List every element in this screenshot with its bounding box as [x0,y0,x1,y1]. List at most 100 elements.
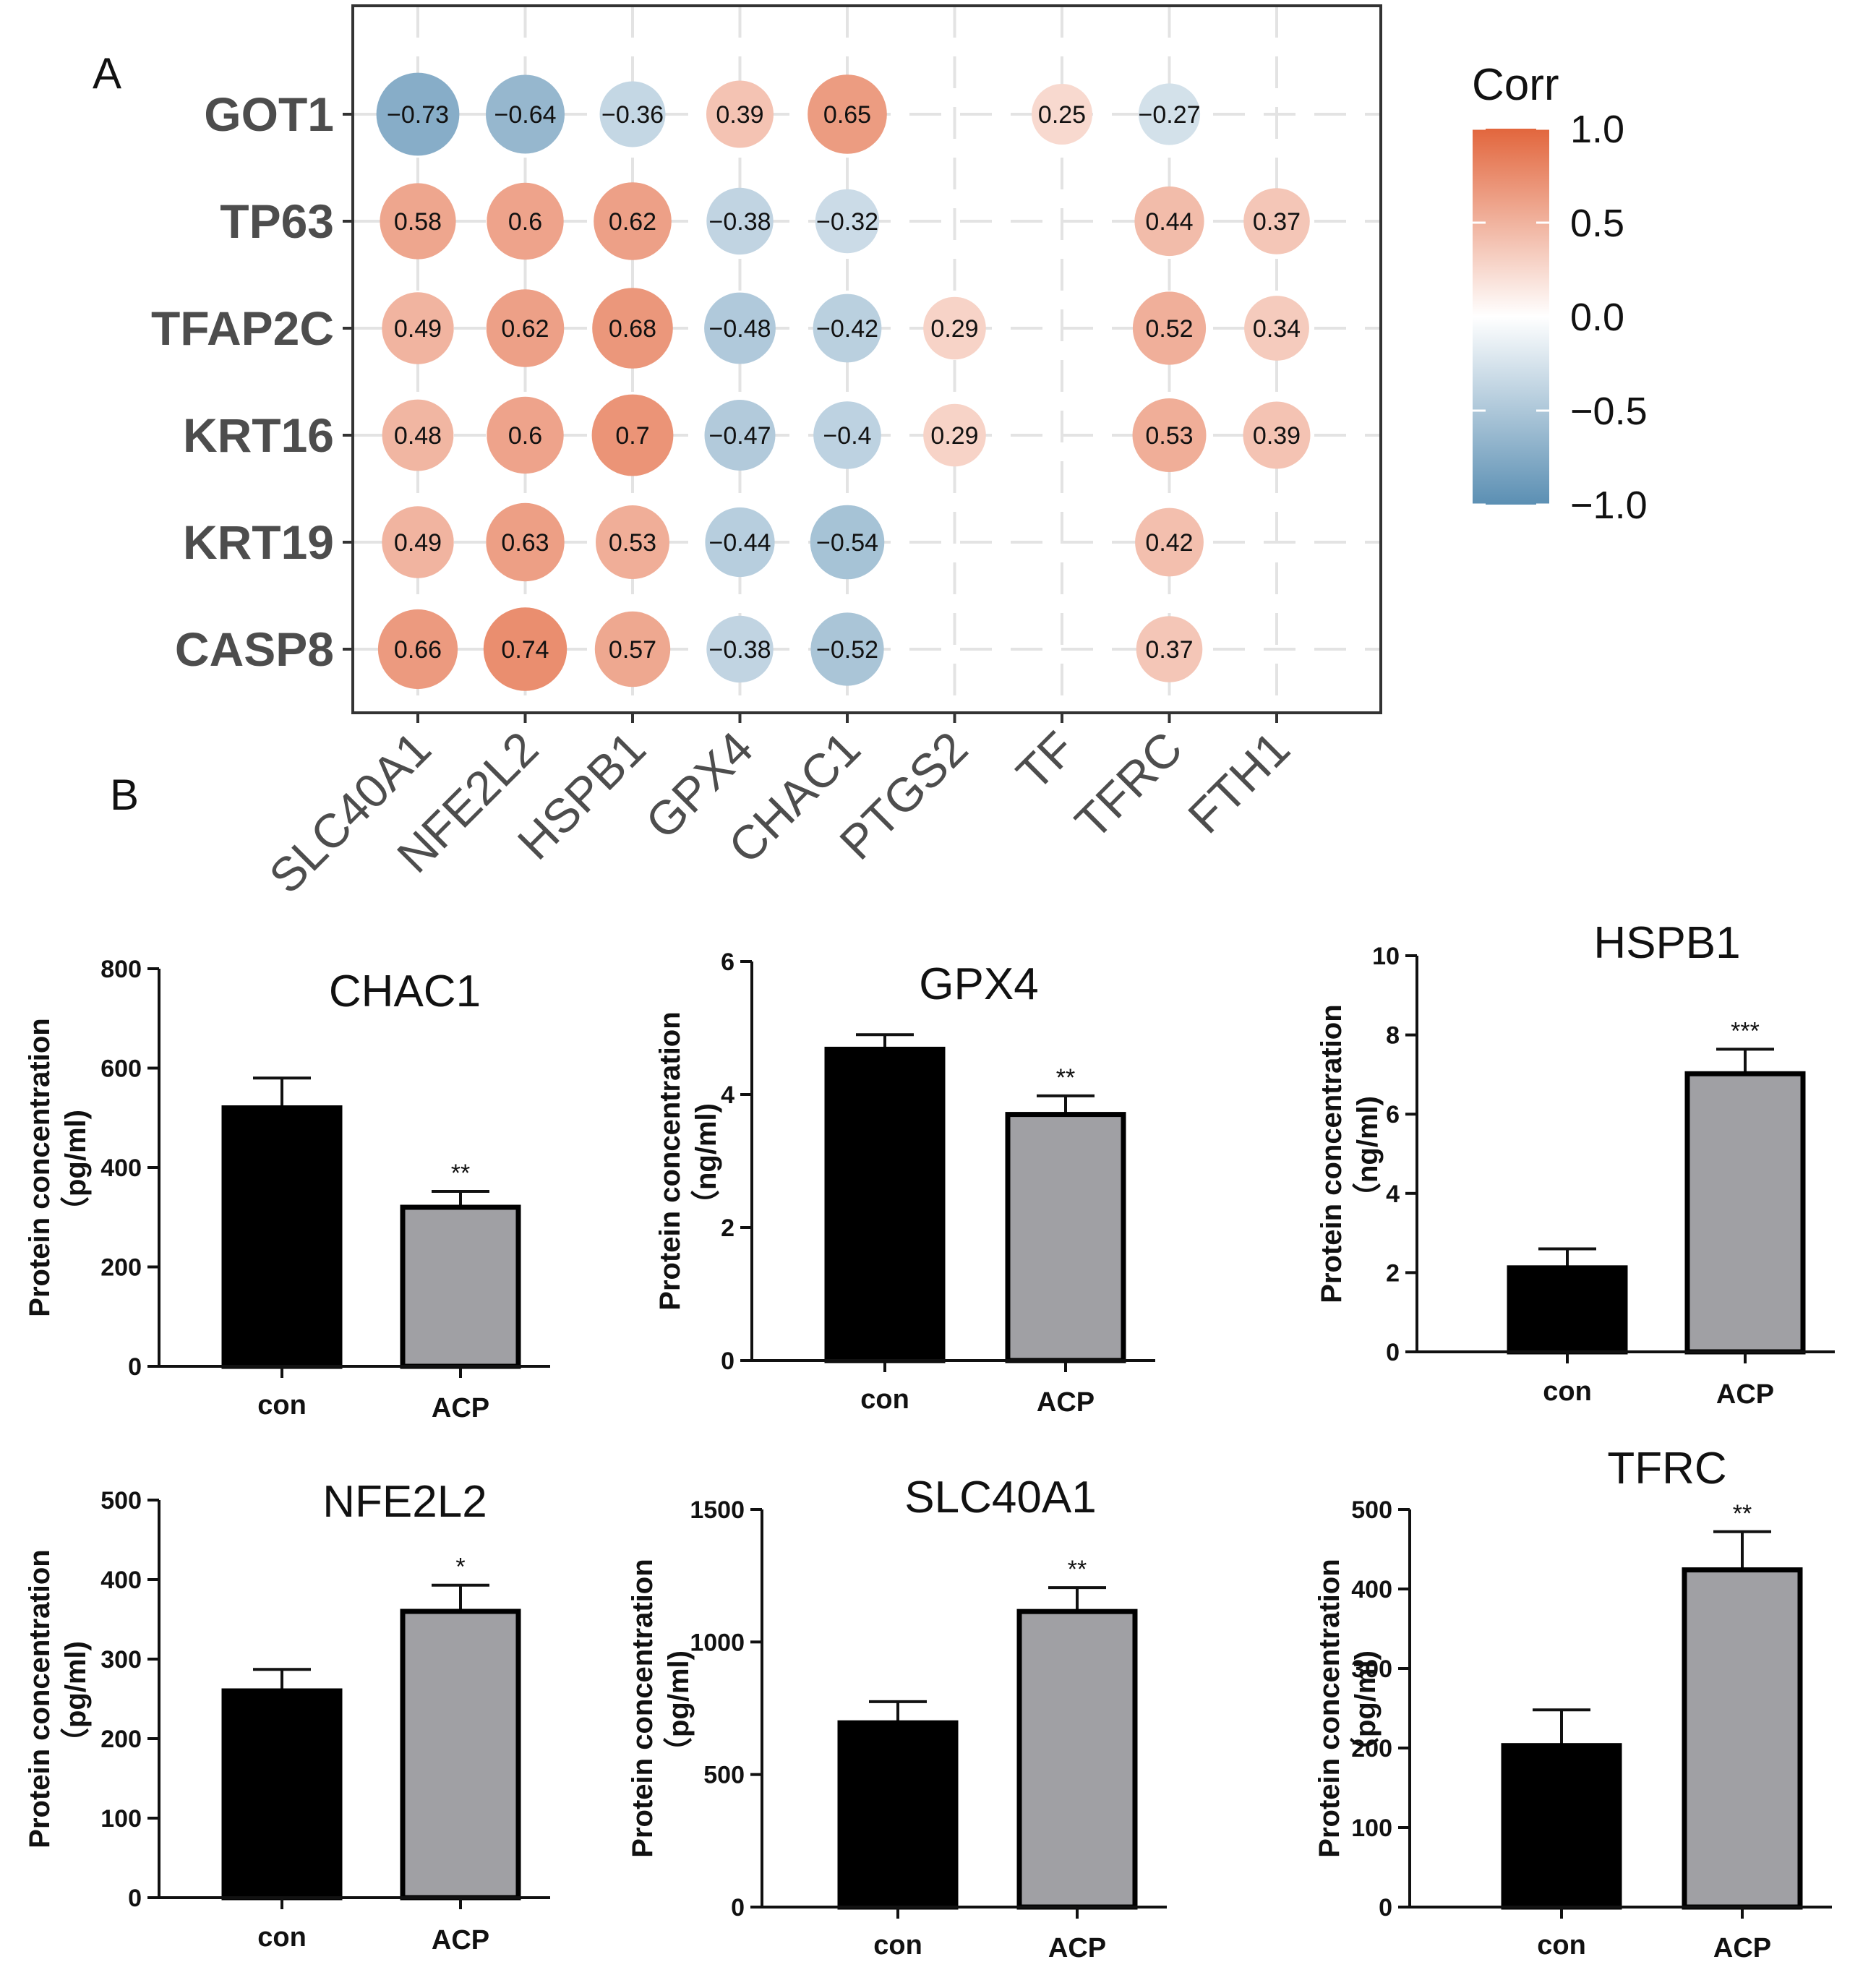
correlation-value-label: −0.27 [1138,101,1200,129]
correlation-value-label: 0.68 [609,315,656,343]
bar-acp [400,1204,521,1369]
y-tick-label: KRT19 [183,515,334,569]
correlation-bubble [380,183,456,260]
legend-title: Corr [1472,60,1559,110]
correlation-bubble [594,182,672,260]
correlation-value-label: 0.34 [1253,315,1301,343]
correlation-value-label: 0.39 [716,101,763,129]
x-tick-label: ACP [432,1393,489,1423]
correlation-bubble [591,394,674,476]
y-axis-label-line1: Protein concentration [1314,1559,1345,1857]
bar-con [824,1046,946,1363]
y-axis-label-line2: （pg/ml) [1350,1650,1382,1766]
correlation-value-label: 0.49 [394,315,442,343]
correlation-bubble [706,187,774,255]
legend-tick-label: 1.0 [1570,108,1624,151]
bar-chart-gpx4: GPX4 0 2 4 6 Protein concentration （ng/ml) con *… [654,948,1155,1418]
correlation-value-label: 0.37 [1145,636,1193,664]
y-axis-label-line2: （ng/ml) [1352,1096,1384,1212]
y-tick-label: 2 [1386,1259,1400,1287]
correlation-bubble [1244,296,1309,361]
y-tick-label: 400 [100,1155,142,1182]
bar-con [1507,1265,1628,1355]
correlation-bubble [705,507,775,578]
correlation-bubble [382,292,454,364]
significance-label: ** [1068,1556,1087,1583]
correlation-bubble [1134,186,1204,257]
correlation-bubble [1032,84,1092,145]
correlation-bubble [704,400,776,471]
y-tick-label: 0 [128,1353,142,1381]
correlation-value-label: 0.25 [1038,101,1086,129]
chart-title: CHAC1 [329,967,481,1016]
bar-chart-nfe2l2: NFE2L2 0 100 200 300 400 500 Protein concentrat… [24,1477,550,1955]
y-tick-label: 500 [100,1487,142,1515]
correlation-bubble [810,612,884,686]
x-tick-label: TF [1006,721,1085,800]
significance-label: ** [1056,1064,1075,1092]
y-tick-label: 100 [100,1805,142,1833]
correlation-bubble [706,80,774,148]
correlation-bubble [808,74,887,154]
significance-label: *** [1731,1017,1760,1045]
legend-tick-label: 0.0 [1570,296,1624,339]
correlation-value-label: 0.6 [508,208,542,236]
correlation-bubble [810,505,885,580]
x-tick-label: ACP [432,1925,489,1955]
y-tick-label: 10 [1372,943,1400,970]
y-tick-label: 200 [100,1726,142,1753]
y-tick-label: 200 [100,1254,142,1282]
plot-border [351,4,1382,714]
correlation-value-label: 0.7 [615,422,649,450]
significance-label: ** [451,1160,470,1187]
correlation-bubble [486,74,565,154]
correlation-bubble [1138,83,1201,145]
correlation-value-label: −0.38 [708,208,771,236]
correlation-value-label: 0.62 [501,315,549,343]
correlation-bubble [486,502,565,582]
y-tick-label: 400 [1351,1576,1392,1603]
panel-b-label: B [110,771,139,819]
correlation-value-label: 0.53 [1145,422,1193,450]
correlation-value-label: 0.62 [609,208,656,236]
correlation-bubble [487,396,564,474]
correlation-value-label: 0.48 [394,422,442,450]
y-tick-label: 0 [731,1894,745,1922]
y-tick-label: 500 [1351,1496,1392,1524]
y-axis-label-line1: Protein concentration [24,1018,56,1316]
y-axis-label-line2: （pg/ml) [663,1650,695,1766]
y-tick-label: 1000 [690,1629,745,1656]
x-tick-label: ACP [1713,1933,1771,1962]
y-tick-label: 500 [703,1762,745,1789]
x-tick-label: con [257,1922,307,1953]
bar-chart-slc40a1: SLC40A1 0 500 1000 1500 Protein concentration… [627,1473,1167,1962]
y-tick-label: TP63 [220,194,334,248]
correlation-bubble [376,72,460,156]
y-tick-label: 0 [1386,1339,1400,1366]
correlation-value-label: 0.74 [501,636,549,664]
y-tick-label: TFAP2C [151,301,334,355]
correlation-bubble [706,615,774,683]
y-tick-label: 6 [1386,1101,1400,1128]
y-axis-label-line2: （ng/ml) [690,1103,722,1219]
correlation-value-label: 0.65 [823,101,871,129]
correlation-bubble [599,81,666,147]
correlation-value-label: −0.54 [816,529,878,557]
panel-a-label: A [93,49,121,98]
y-tick-label: 4 [721,1081,734,1109]
y-tick-label: 0 [1379,1894,1392,1922]
x-tick-label: ACP [1037,1387,1095,1418]
correlation-value-label: 0.52 [1145,315,1193,343]
y-axis-label-line1: Protein concentration [1316,1004,1348,1303]
y-tick-label: 600 [100,1055,142,1083]
correlation-value-label: 0.29 [930,315,978,343]
correlation-bubble [382,399,454,471]
correlation-bubble [1135,507,1204,577]
x-tick-label: con [1537,1930,1586,1961]
x-tick-label: ACP [1716,1379,1774,1410]
bar-acp [1016,1608,1138,1910]
correlation-value-label: 0.6 [508,422,542,450]
x-tick-label: SLC40A1 [259,721,441,904]
